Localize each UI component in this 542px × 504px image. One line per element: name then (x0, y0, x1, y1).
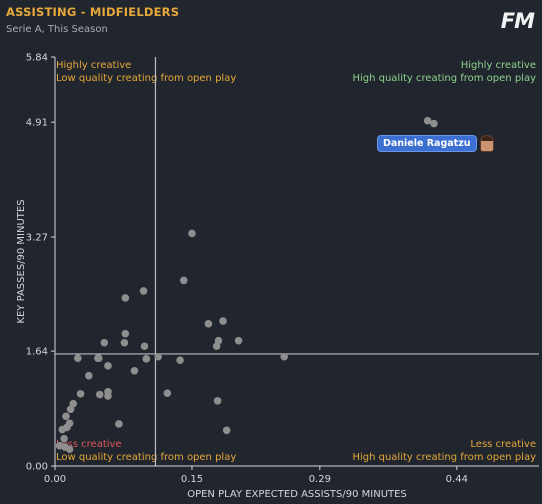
highlight-callout[interactable]: Daniele Ragatzu (376, 135, 494, 153)
average-lines (55, 57, 539, 466)
quadrant-label-top-right: Highly creative (461, 60, 536, 71)
data-point[interactable] (120, 338, 129, 347)
data-point[interactable] (219, 317, 227, 325)
y-tick-label: 4.91 (26, 118, 48, 129)
data-point[interactable] (95, 354, 103, 362)
data-point[interactable] (95, 390, 104, 399)
x-tick-label: 0.00 (44, 474, 66, 485)
quadrant-label-bottom-left: Less creative (56, 439, 122, 450)
chart-title: ASSISTING - MIDFIELDERS (6, 5, 180, 19)
data-point[interactable] (204, 320, 213, 328)
data-point[interactable] (58, 425, 67, 434)
y-tick-label: 0.00 (26, 462, 48, 473)
quadrant-label-bottom-right: Less creative (470, 439, 536, 450)
data-point[interactable] (100, 338, 109, 347)
data-point[interactable] (213, 397, 222, 405)
axes: 0.00 0.15 0.29 0.44 0.00 1.64 3.27 4.91 5.84 (26, 53, 539, 485)
data-point[interactable] (66, 405, 75, 414)
data-point[interactable] (140, 342, 149, 351)
data-point[interactable] (84, 371, 93, 380)
data-point[interactable] (121, 329, 130, 338)
data-point[interactable] (104, 362, 112, 370)
data-point[interactable] (130, 366, 139, 375)
data-point[interactable] (176, 356, 184, 365)
data-point[interactable] (60, 434, 68, 443)
data-point[interactable] (76, 390, 85, 398)
y-tick-label: 3.27 (26, 232, 48, 243)
x-tick-label: 0.15 (181, 474, 203, 485)
data-point[interactable] (142, 355, 151, 363)
x-tick-label: 0.29 (309, 474, 331, 485)
data-point[interactable] (154, 352, 162, 361)
fm-logo: FM (500, 9, 535, 33)
chart-subtitle: Serie A, This Season (6, 24, 108, 35)
y-tick-label: 5.84 (26, 53, 48, 64)
data-point[interactable] (74, 354, 82, 362)
quadrant-labels: Highly creative Low quality creating from… (56, 60, 536, 463)
data-point[interactable] (280, 352, 289, 361)
data-point[interactable] (222, 426, 231, 435)
data-point[interactable] (65, 445, 74, 453)
data-point[interactable] (188, 229, 196, 238)
data-point[interactable] (121, 294, 130, 302)
data-point[interactable] (212, 342, 221, 351)
highlight-player-label: Daniele Ragatzu (376, 135, 477, 153)
quadrant-label-bottom-left: Low quality creating from open play (56, 452, 236, 463)
quadrant-label-top-left: Highly creative (56, 60, 131, 71)
data-point[interactable] (179, 276, 188, 285)
y-axis-title: KEY PASSES/90 MINUTES (16, 199, 27, 323)
quadrant-label-top-left: Low quality creating from open play (56, 73, 236, 84)
x-axis-title: OPEN PLAY EXPECTED ASSISTS/90 MINUTES (187, 489, 407, 500)
data-point[interactable] (115, 420, 123, 428)
data-point[interactable] (139, 287, 148, 295)
quadrant-label-top-right: High quality creating from open play (352, 73, 536, 84)
data-point[interactable] (104, 392, 112, 400)
data-point[interactable] (430, 119, 438, 128)
data-point[interactable] (62, 412, 70, 421)
player-face-icon (479, 135, 494, 153)
data-points (55, 116, 438, 453)
data-point[interactable] (423, 116, 432, 125)
data-point[interactable] (163, 389, 172, 397)
x-tick-label: 0.44 (446, 474, 468, 485)
y-tick-label: 1.64 (26, 347, 48, 358)
data-point[interactable] (234, 336, 243, 345)
quadrant-label-bottom-right: High quality creating from open play (352, 452, 536, 463)
